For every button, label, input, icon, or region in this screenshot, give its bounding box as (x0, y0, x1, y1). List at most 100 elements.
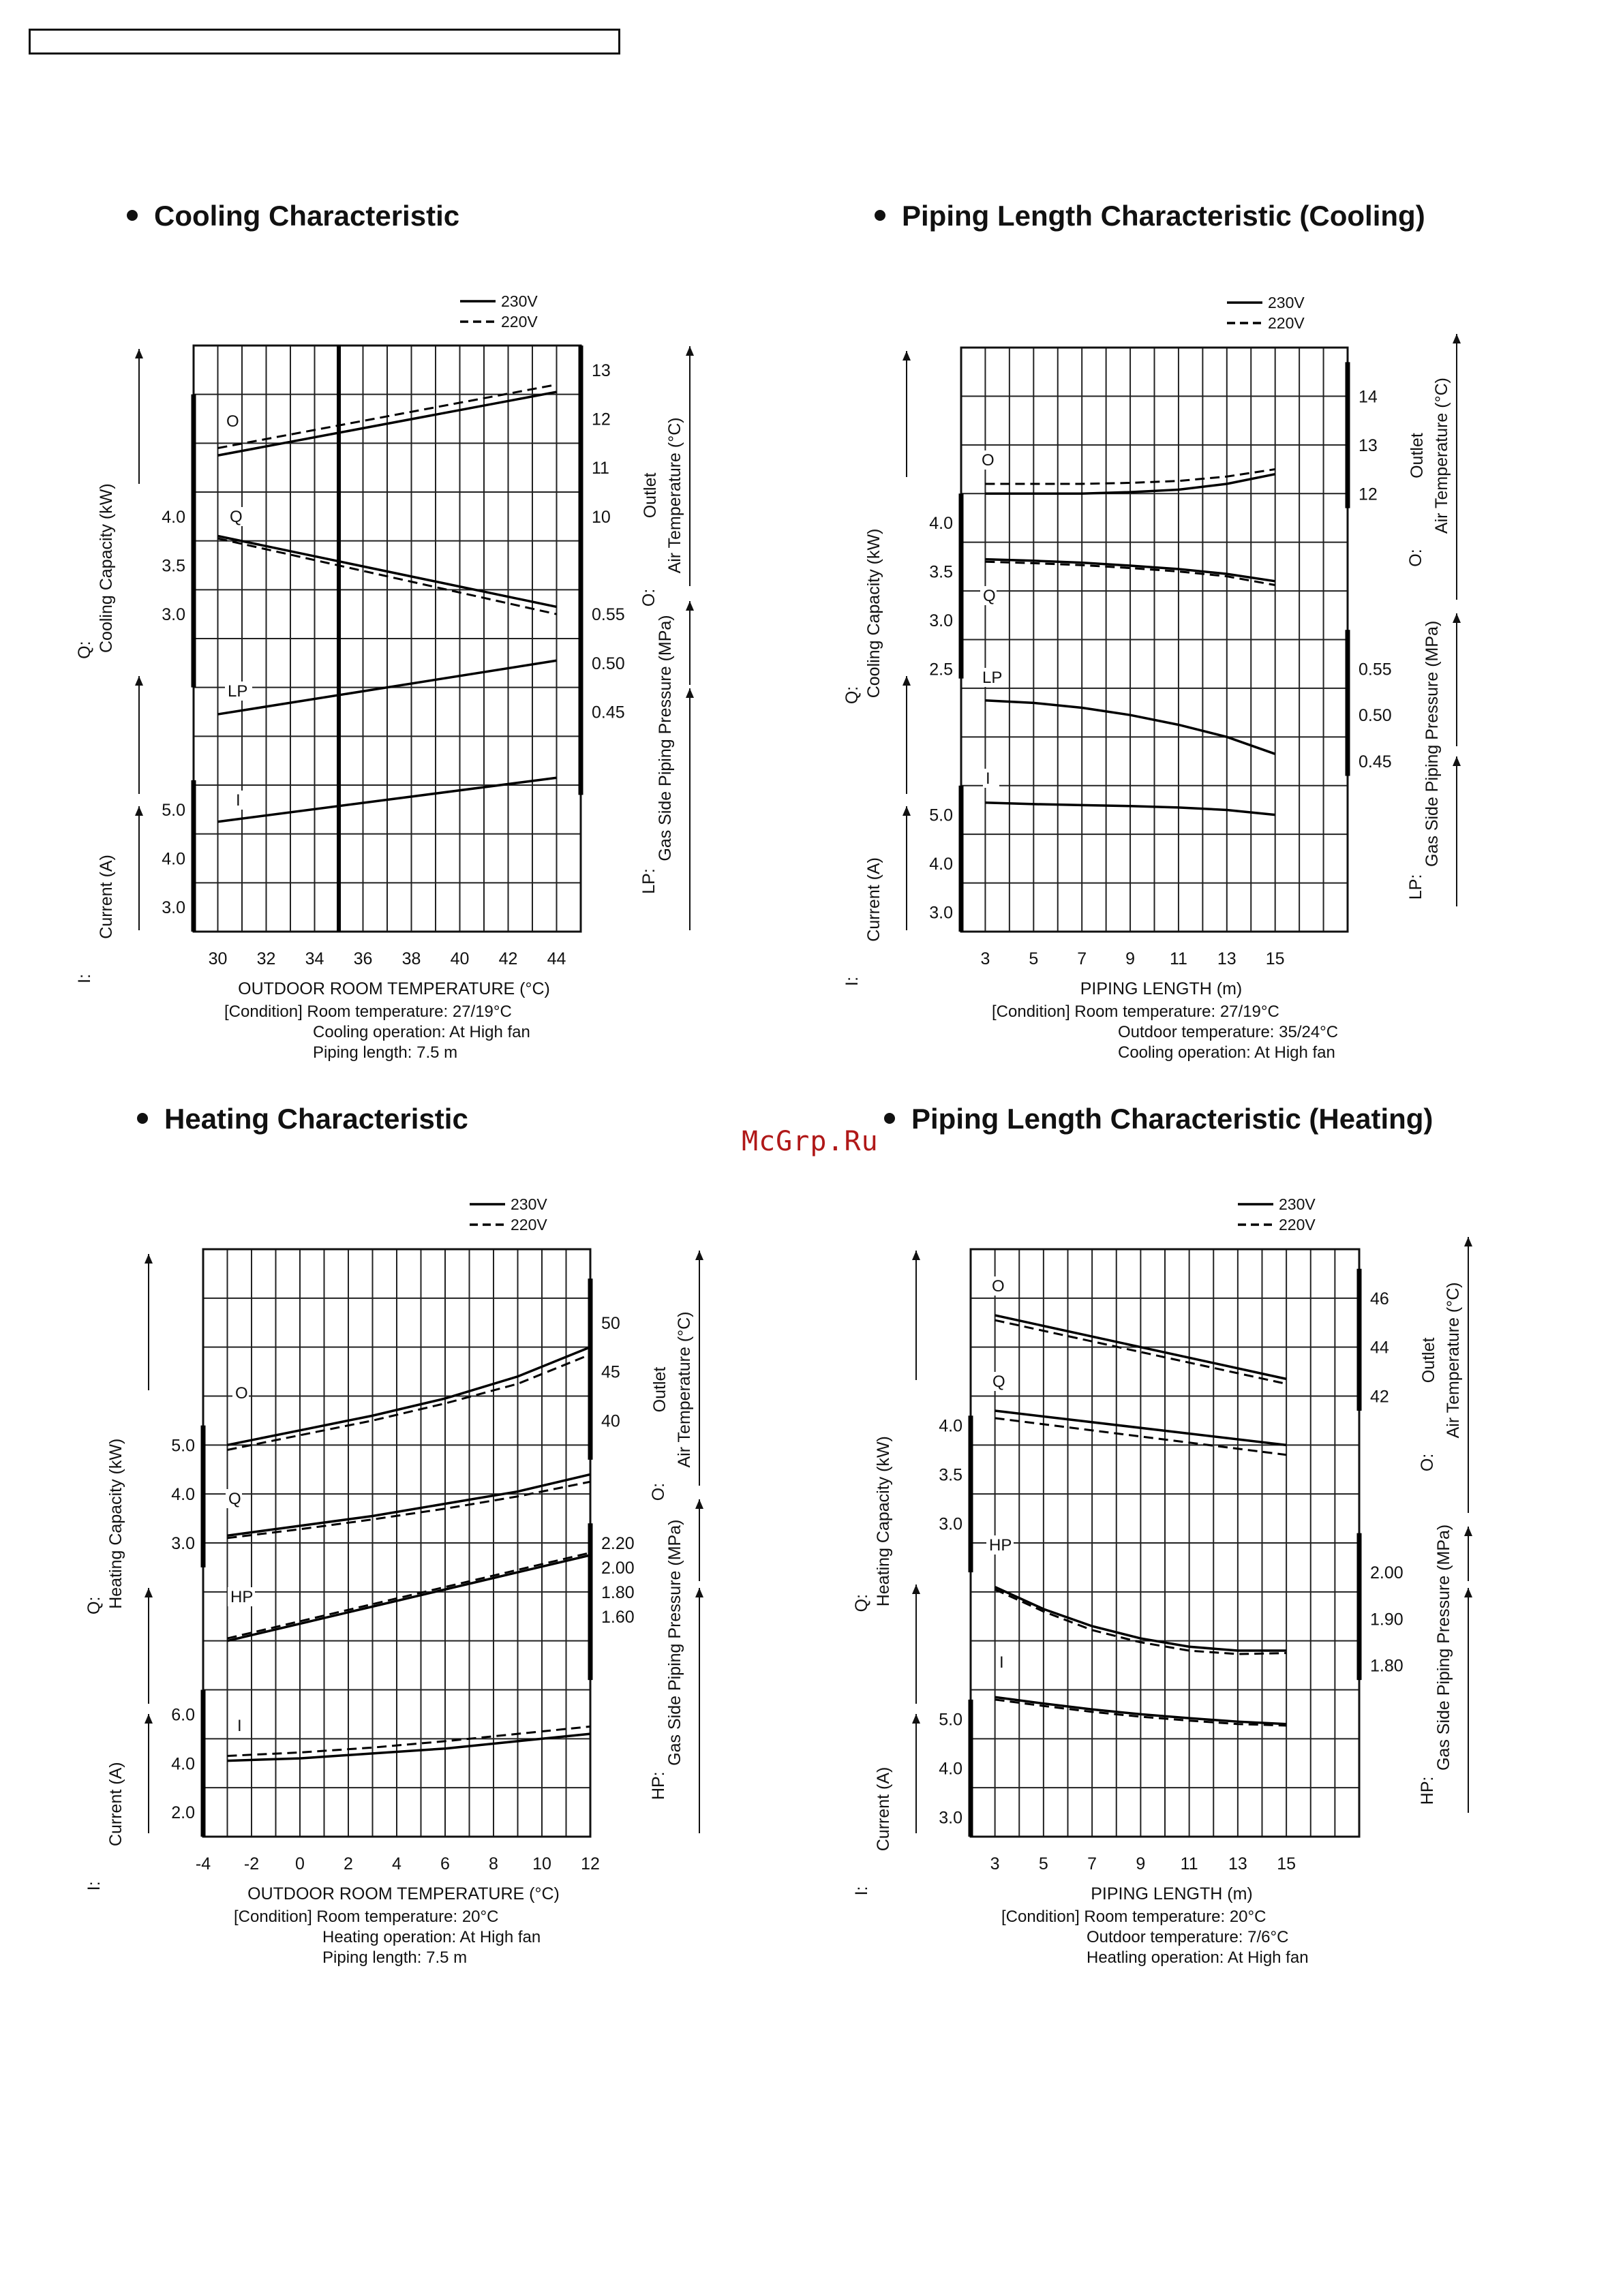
series-line-q-220v (995, 1417, 1287, 1456)
left-axis-code: I: (852, 1886, 871, 1895)
curve-label: LP (982, 669, 1002, 687)
right-tick-label: 13 (1359, 436, 1378, 455)
left-axis-title: Current (A) (874, 1767, 893, 1852)
right-axis-code: HP: (1418, 1777, 1437, 1805)
left-axis-code: Q: (843, 686, 862, 704)
curve-label: O (235, 1384, 248, 1403)
x-tick-label: 0 (295, 1854, 305, 1873)
curve-label-bg (234, 1716, 251, 1735)
left-tick-label: 5.0 (939, 1711, 962, 1730)
right-tick-label: 40 (601, 1411, 620, 1430)
condition-line: [Condition] Room temperature: 27/19°C (992, 1002, 1279, 1021)
condition-line: Outdoor temperature: 7/6°C (1087, 1928, 1288, 1946)
condition-line: [Condition] Room temperature: 20°C (1001, 1908, 1266, 1926)
x-tick-label: 7 (1077, 949, 1087, 968)
legend-label: 230V (1279, 1195, 1316, 1213)
right-tick-label: 44 (1370, 1338, 1389, 1358)
x-tick-label: 11 (1181, 1854, 1198, 1873)
right-axis-title: Outlet (1408, 433, 1427, 478)
left-tick-label: 5.0 (162, 801, 185, 820)
series-line-hp-230v (994, 1586, 1287, 1652)
curve-label: O (982, 451, 995, 470)
x-tick-label: 13 (1228, 1854, 1247, 1873)
right-tick-label: 0.55 (592, 605, 625, 624)
series-line-hp-230v (227, 1554, 591, 1642)
series-line-o-220v (985, 468, 1275, 485)
left-tick-label: 3.0 (929, 611, 953, 630)
series-line-lp-230v (217, 659, 557, 716)
right-tick-label: 1.90 (1370, 1610, 1404, 1629)
condition-line: [Condition] Room temperature: 27/19°C (224, 1002, 512, 1021)
x-tick-label: 8 (489, 1854, 498, 1873)
x-axis-label: PIPING LENGTH (m) (1091, 1884, 1253, 1903)
left-tick-label: 5.0 (171, 1436, 195, 1455)
arrow-up-icon (912, 1251, 920, 1260)
right-axis-title: Air Temperature (°C) (1432, 378, 1451, 534)
left-axis-title: Current (A) (106, 1762, 125, 1846)
left-tick-label: 4.0 (171, 1754, 195, 1773)
left-tick-label: 4.0 (162, 850, 185, 869)
series-line-i-230v (217, 776, 557, 823)
right-axis-code: O: (649, 1483, 668, 1501)
x-tick-label: 34 (305, 949, 324, 968)
x-tick-label: 38 (402, 949, 421, 968)
series-line-o-230v (227, 1346, 591, 1447)
right-axis-title: Outlet (641, 473, 660, 519)
series-line-q-230v (217, 534, 557, 609)
curve-label-bg (228, 1587, 255, 1606)
x-tick-label: 9 (1136, 1854, 1145, 1873)
x-tick-label: -2 (244, 1854, 259, 1873)
x-tick-label: 2 (344, 1854, 353, 1873)
curve-label-bg (983, 769, 999, 788)
series-line-q-220v (227, 1480, 591, 1540)
right-tick-label: 46 (1370, 1289, 1389, 1308)
curve-label: Q (992, 1373, 1005, 1391)
arrow-up-icon (686, 601, 694, 611)
left-axis-code: I: (75, 974, 94, 983)
left-tick-label: 2.0 (171, 1803, 195, 1822)
legend-label: 220V (511, 1216, 547, 1234)
arrow-up-icon (145, 1714, 153, 1724)
curve-label-bg (224, 412, 240, 431)
left-tick-label: 4.0 (162, 508, 185, 527)
right-tick-label: 42 (1370, 1388, 1389, 1407)
left-tick-label: 3.0 (939, 1808, 962, 1827)
left-axis-code: I: (843, 977, 862, 986)
series-line-i-230v (995, 1696, 1287, 1726)
chart-title-piping-cooling: Piping Length Characteristic (Cooling) (875, 200, 1425, 232)
right-tick-label: 45 (601, 1363, 620, 1382)
arrow-up-icon (135, 806, 143, 816)
right-axis-title: Gas Side Piping Pressure (MPa) (1434, 1525, 1453, 1771)
legend-label: 230V (1268, 294, 1305, 311)
arrow-up-icon (695, 1499, 703, 1509)
right-axis-title: Gas Side Piping Pressure (MPa) (656, 615, 675, 861)
chart-title-text: Piping Length Characteristic (Heating) (911, 1103, 1434, 1135)
curve-label: LP (228, 682, 247, 701)
curve-label-bg (226, 1489, 242, 1508)
right-tick-label: 0.45 (592, 703, 625, 722)
series-line-q-230v (985, 557, 1275, 583)
x-tick-label: 9 (1125, 949, 1135, 968)
series-line-hp-220v (227, 1551, 591, 1640)
chart-title-text: Cooling Characteristic (154, 200, 460, 232)
left-tick-label: 3.5 (162, 557, 185, 576)
arrow-up-icon (912, 1585, 920, 1594)
x-axis-label: OUTDOOR ROOM TEMPERATURE (°C) (238, 979, 550, 998)
x-tick-label: 15 (1277, 1854, 1296, 1873)
left-tick-label: 4.0 (939, 1759, 962, 1778)
left-axis-code: Q: (85, 1597, 104, 1614)
x-tick-label: 44 (547, 949, 566, 968)
curve-label: Q (228, 1490, 241, 1508)
arrow-up-icon (1453, 756, 1461, 766)
arrow-up-icon (902, 676, 911, 686)
legend-label: 220V (501, 313, 538, 331)
right-tick-label: 1.80 (601, 1583, 635, 1602)
watermark: McGrp.Ru (742, 1126, 879, 1157)
curve-label: I (237, 1717, 242, 1735)
arrow-up-icon (912, 1714, 920, 1724)
right-tick-label: 1.80 (1370, 1657, 1404, 1676)
x-tick-label: 5 (1039, 1854, 1048, 1873)
right-tick-label: 2.20 (601, 1534, 635, 1553)
